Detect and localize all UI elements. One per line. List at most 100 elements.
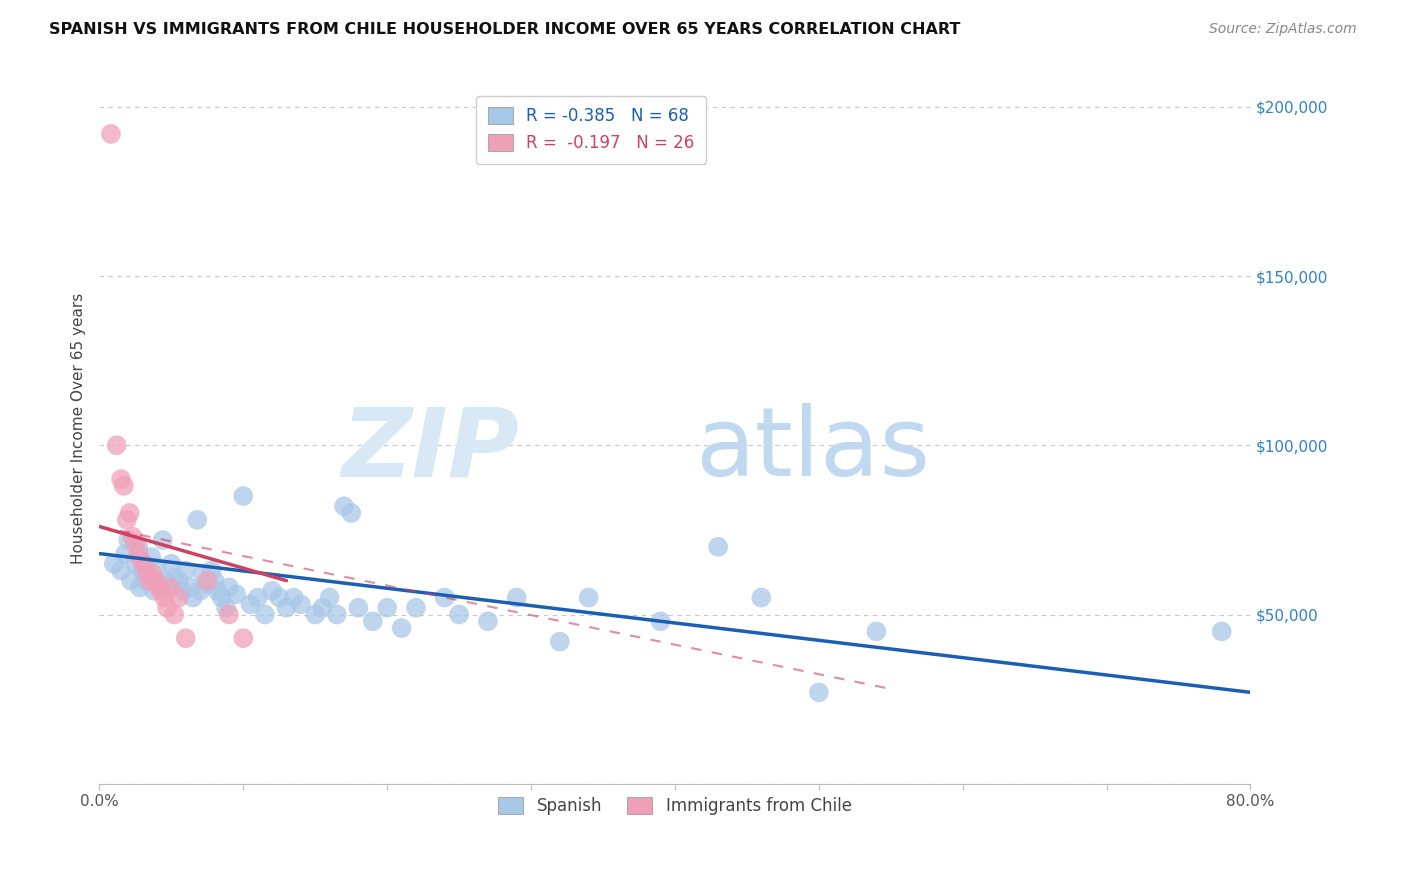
Point	[174, 631, 197, 645]
Point	[110, 564, 132, 578]
Y-axis label: Householder Income Over 65 years: Householder Income Over 65 years	[72, 293, 86, 564]
Point	[262, 583, 284, 598]
Point	[195, 577, 218, 591]
Point	[124, 557, 146, 571]
Point	[179, 581, 201, 595]
Point	[246, 591, 269, 605]
Point	[129, 553, 152, 567]
Point	[186, 513, 208, 527]
Point	[477, 614, 499, 628]
Point	[290, 598, 312, 612]
Point	[163, 607, 186, 622]
Text: SPANISH VS IMMIGRANTS FROM CHILE HOUSEHOLDER INCOME OVER 65 YEARS CORRELATION CH: SPANISH VS IMMIGRANTS FROM CHILE HOUSEHO…	[49, 22, 960, 37]
Text: Source: ZipAtlas.com: Source: ZipAtlas.com	[1209, 22, 1357, 37]
Point	[118, 506, 141, 520]
Point	[121, 530, 143, 544]
Point	[283, 591, 305, 605]
Point	[160, 557, 183, 571]
Point	[148, 581, 170, 595]
Point	[340, 506, 363, 520]
Point	[124, 536, 146, 550]
Point	[304, 607, 326, 622]
Point	[578, 591, 600, 605]
Point	[145, 574, 167, 588]
Point	[120, 574, 142, 588]
Point	[117, 533, 139, 547]
Point	[548, 634, 571, 648]
Point	[103, 557, 125, 571]
Point	[707, 540, 730, 554]
Point	[433, 591, 456, 605]
Point	[211, 591, 233, 605]
Point	[167, 591, 190, 605]
Point	[149, 577, 172, 591]
Point	[174, 564, 197, 578]
Point	[139, 574, 162, 588]
Point	[110, 472, 132, 486]
Point	[135, 566, 157, 581]
Point	[215, 600, 238, 615]
Point	[112, 479, 135, 493]
Point	[128, 581, 150, 595]
Point	[201, 564, 224, 578]
Point	[361, 614, 384, 628]
Point	[269, 591, 291, 605]
Point	[232, 631, 254, 645]
Point	[146, 560, 169, 574]
Point	[239, 598, 262, 612]
Point	[134, 574, 156, 588]
Point	[204, 574, 226, 588]
Point	[157, 581, 180, 595]
Point	[105, 438, 128, 452]
Point	[153, 591, 176, 605]
Point	[159, 581, 181, 595]
Point	[391, 621, 413, 635]
Point	[347, 600, 370, 615]
Point	[218, 607, 240, 622]
Point	[138, 566, 160, 581]
Point	[276, 600, 298, 615]
Point	[449, 607, 471, 622]
Point	[807, 685, 830, 699]
Point	[100, 127, 122, 141]
Point	[115, 513, 138, 527]
Text: ZIP: ZIP	[342, 403, 520, 496]
Point	[232, 489, 254, 503]
Point	[191, 566, 214, 581]
Legend: Spanish, Immigrants from Chile: Spanish, Immigrants from Chile	[488, 787, 862, 825]
Point	[150, 583, 173, 598]
Point	[865, 624, 887, 639]
Point	[167, 574, 190, 588]
Point	[207, 583, 229, 598]
Point	[218, 581, 240, 595]
Point	[172, 583, 194, 598]
Point	[195, 574, 218, 588]
Point	[333, 499, 356, 513]
Point	[326, 607, 349, 622]
Point	[127, 547, 149, 561]
Point	[650, 614, 672, 628]
Point	[152, 533, 174, 547]
Text: atlas: atlas	[696, 403, 931, 496]
Point	[253, 607, 276, 622]
Point	[141, 549, 163, 564]
Point	[114, 547, 136, 561]
Point	[405, 600, 427, 615]
Point	[131, 564, 153, 578]
Point	[311, 600, 333, 615]
Point	[127, 540, 149, 554]
Point	[163, 570, 186, 584]
Point	[318, 591, 340, 605]
Point	[181, 591, 204, 605]
Point	[375, 600, 398, 615]
Point	[132, 557, 155, 571]
Point	[505, 591, 527, 605]
Point	[749, 591, 772, 605]
Point	[143, 583, 166, 598]
Point	[188, 583, 211, 598]
Point	[142, 566, 165, 581]
Point	[1211, 624, 1233, 639]
Point	[155, 574, 177, 588]
Point	[156, 600, 179, 615]
Point	[225, 587, 247, 601]
